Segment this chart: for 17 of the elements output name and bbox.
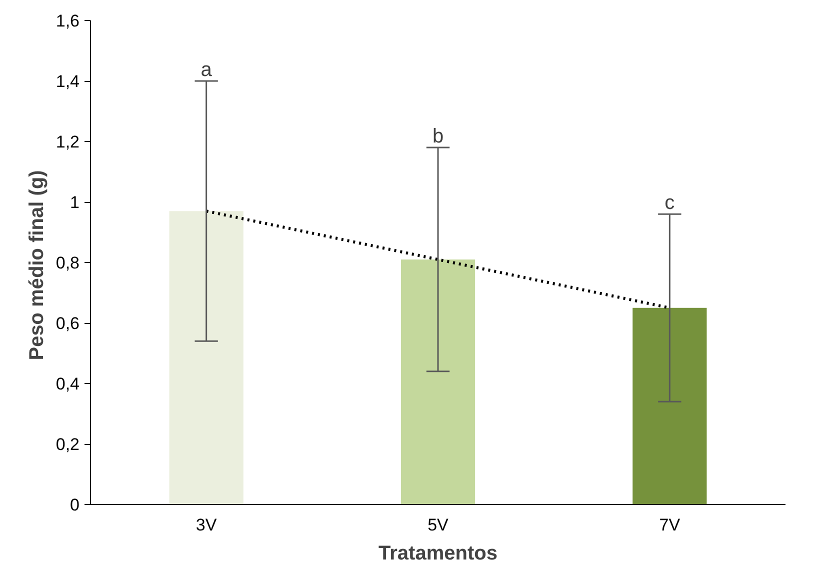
x-tick-label: 3V <box>196 516 218 534</box>
x-tick-label: 5V <box>428 516 450 534</box>
x-tick-label: 7V <box>659 516 681 534</box>
y-tick-label: 0,6 <box>56 314 80 333</box>
annotation: a <box>200 59 213 81</box>
y-tick-label: 0,2 <box>56 435 80 454</box>
x-axis-title: Tratamentos <box>378 542 498 564</box>
y-tick-label: 1,2 <box>56 132 80 152</box>
y-tick-label: 1 <box>70 193 80 212</box>
annotation: c <box>664 192 675 214</box>
annotation: b <box>432 126 444 148</box>
y-tick-label: 0 <box>70 496 80 514</box>
y-axis-title: Peso médio final (g) <box>26 170 48 360</box>
y-tick-label: 0,8 <box>56 254 80 272</box>
y-tick-label: 0,4 <box>56 374 80 394</box>
y-tick-label: 1,6 <box>56 12 80 30</box>
y-tick-label: 1,4 <box>56 72 80 91</box>
